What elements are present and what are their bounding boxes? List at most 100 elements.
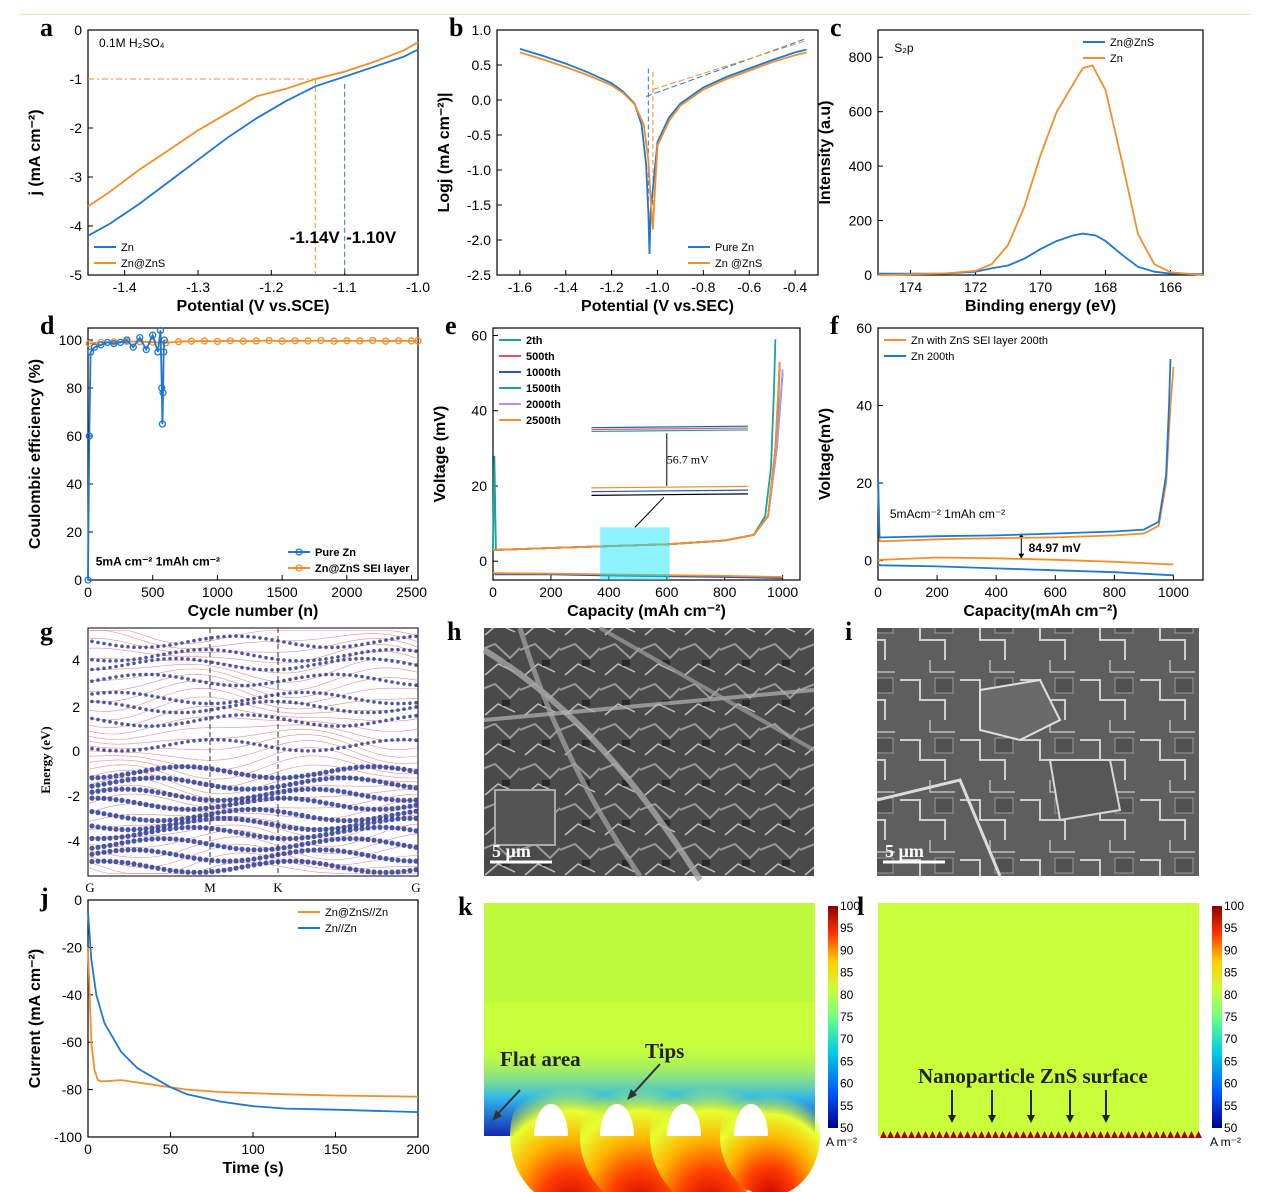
band-dot xyxy=(371,869,377,875)
band-dot xyxy=(372,676,376,681)
band-dot xyxy=(156,673,160,677)
band-dot xyxy=(221,867,227,873)
data-point xyxy=(200,337,209,345)
band-dot xyxy=(239,830,245,837)
band-dot xyxy=(167,851,173,857)
band-dot xyxy=(95,824,101,830)
band-dot xyxy=(323,787,329,793)
band-dot xyxy=(282,640,286,644)
x-axis-label: Potential (V vs.SEC) xyxy=(581,298,734,315)
x-axis-label: Capacity (mAh cm⁻²) xyxy=(567,603,726,620)
band-dot xyxy=(197,839,203,846)
band-dot xyxy=(173,821,179,827)
band-dot xyxy=(89,835,95,842)
y-tick-label: 40 xyxy=(471,403,487,419)
band-dot xyxy=(288,677,292,682)
x-tick-label: -0.6 xyxy=(737,279,761,295)
band-dot xyxy=(228,713,232,718)
band-dot xyxy=(269,821,275,828)
band-dot xyxy=(197,856,203,862)
band-dot xyxy=(342,645,346,649)
band-dot xyxy=(311,847,317,853)
colorbar-tick: 70 xyxy=(840,1032,854,1046)
nanoparticle xyxy=(1118,1131,1125,1138)
band-dot xyxy=(347,765,353,771)
panel-label-a: a xyxy=(40,13,53,42)
band-dot xyxy=(155,828,161,834)
y-tick-label: 0.0 xyxy=(472,92,492,108)
band-dot xyxy=(347,804,353,810)
band-dot xyxy=(282,678,286,683)
band-dot xyxy=(120,658,124,663)
band-dot xyxy=(228,738,232,743)
band-dot xyxy=(137,769,143,775)
band-dot xyxy=(396,737,400,742)
band-dot xyxy=(197,764,203,771)
data-point xyxy=(278,337,286,345)
band-dot xyxy=(257,847,263,853)
band-dot xyxy=(167,817,173,823)
band-dot xyxy=(389,816,395,823)
band-dot xyxy=(288,718,292,723)
band-dot xyxy=(317,815,323,822)
colorbar-tick: 75 xyxy=(840,1010,854,1024)
band-line xyxy=(87,764,419,788)
band-dot xyxy=(413,797,419,803)
band-dot xyxy=(179,794,185,800)
sem-panel-h: h 5 µm xyxy=(447,617,815,882)
band-dot xyxy=(264,668,268,672)
band-dot xyxy=(144,747,148,751)
nanoparticle xyxy=(1076,1131,1083,1138)
band-dot xyxy=(173,776,179,782)
band-dot xyxy=(179,825,185,831)
band-dot xyxy=(401,810,407,816)
band-dot xyxy=(389,797,395,803)
band-dot xyxy=(413,808,419,814)
band-line xyxy=(87,830,419,854)
band-dot xyxy=(377,838,383,844)
band-dot xyxy=(233,807,239,813)
band-dot xyxy=(395,869,401,875)
band-dot xyxy=(384,648,388,652)
nanoparticle xyxy=(985,1131,992,1138)
x-tick-label: 0 xyxy=(84,1141,92,1157)
band-dot xyxy=(228,700,232,705)
band-dot xyxy=(113,779,119,785)
band-dot xyxy=(119,778,125,784)
band-dot xyxy=(378,719,382,724)
band-dot xyxy=(335,829,341,835)
band-dot xyxy=(294,642,298,646)
band-dot xyxy=(276,679,280,684)
band-dot xyxy=(234,683,238,688)
band-dot xyxy=(335,836,341,842)
band-dot xyxy=(377,824,383,831)
band-dot xyxy=(287,836,293,842)
band-dot xyxy=(377,869,383,875)
colorbar-tick: 85 xyxy=(1224,966,1238,980)
band-dot xyxy=(311,786,317,792)
band-dot xyxy=(347,836,353,842)
inset-line xyxy=(591,425,748,429)
plot-frame xyxy=(87,327,419,581)
colorbar-tick: 100 xyxy=(1224,899,1244,913)
band-dot xyxy=(324,645,328,650)
band-dot xyxy=(281,783,287,789)
band-dot xyxy=(330,645,334,650)
band-dot xyxy=(156,644,160,649)
band-dot xyxy=(263,796,269,802)
band-dot xyxy=(293,774,299,780)
band-dot xyxy=(335,767,341,773)
band-dot xyxy=(209,811,215,817)
band-dot xyxy=(317,786,323,792)
band-dot xyxy=(377,818,383,824)
band-dot xyxy=(90,692,94,696)
band-dot xyxy=(282,747,286,751)
x-axis-label: Binding energy (eV) xyxy=(965,298,1116,315)
band-dot xyxy=(186,710,190,715)
x-tick-label: -1.4 xyxy=(554,279,578,295)
band-dot xyxy=(407,858,413,864)
band-line xyxy=(87,680,419,705)
arrow-head xyxy=(988,1115,996,1123)
band-dot xyxy=(365,764,371,770)
band-dot xyxy=(323,776,329,782)
